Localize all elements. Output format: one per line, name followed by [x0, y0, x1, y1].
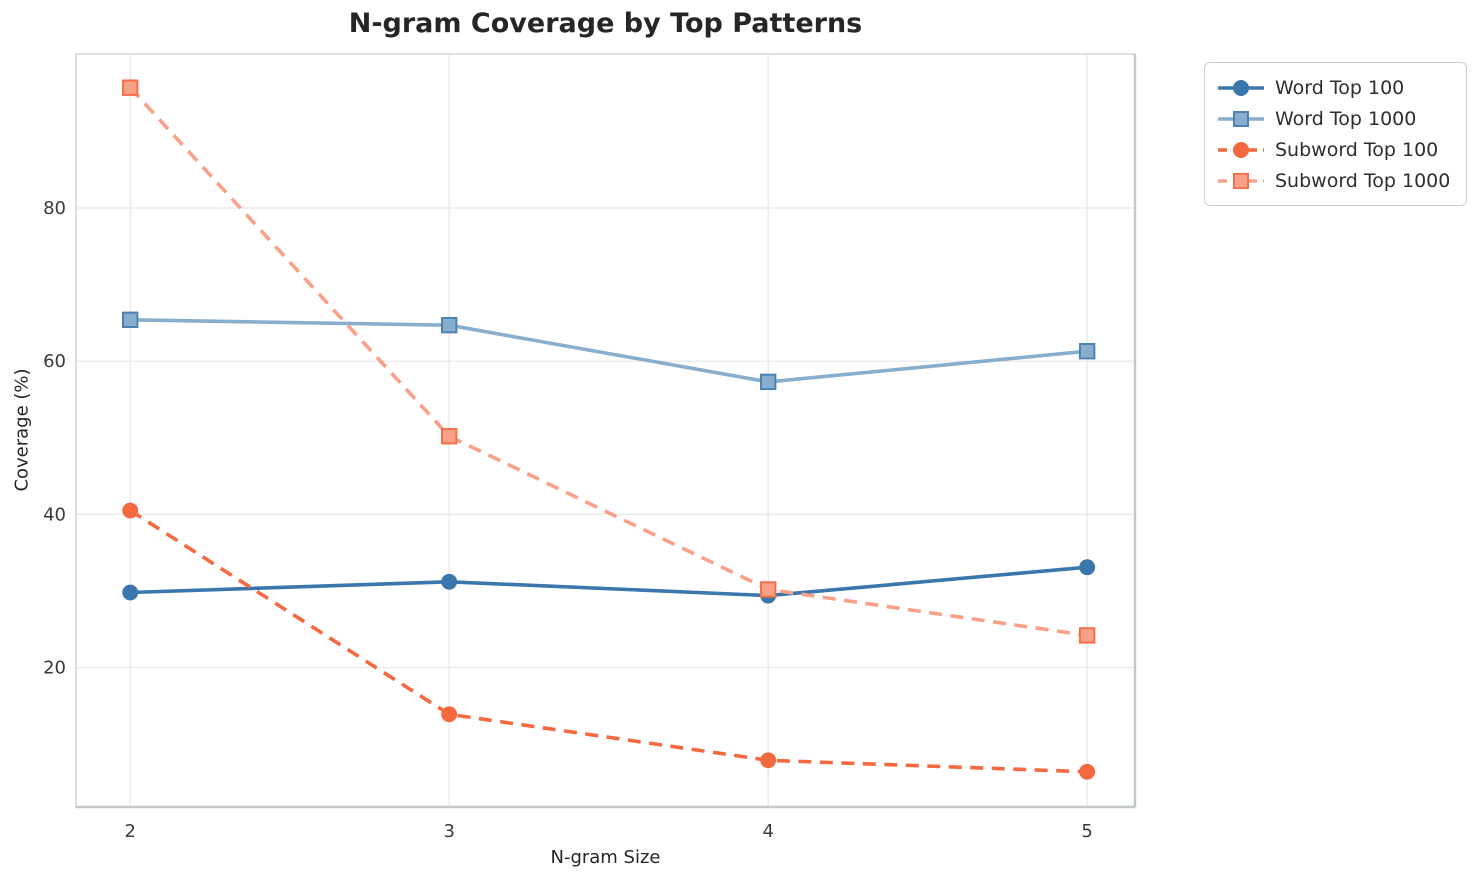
line-word-top-1000 — [130, 318, 1088, 384]
legend-marker-subword-top-100 — [1233, 141, 1249, 158]
x-tick-label-4: 4 — [762, 821, 773, 842]
legend-label-subword-top-1000: Subword Top 1000 — [1275, 169, 1451, 192]
y-tick-label-20: 20 — [43, 658, 66, 679]
legend-item-subword-top-1000: Subword Top 1000 — [1217, 166, 1450, 195]
legend-line-sample-subword-top-1000 — [1218, 172, 1264, 189]
y-tick-label-60: 60 — [43, 351, 66, 372]
marker-word-top-1000-x5 — [1078, 343, 1096, 360]
marker-word-top-100-x3 — [441, 573, 458, 590]
legend-item-word-top-100: Word Top 100 — [1217, 73, 1450, 102]
legend-marker-word-top-1000 — [1233, 110, 1249, 127]
chart-title: N-gram Coverage by Top Patterns — [348, 8, 863, 39]
marker-word-top-1000-x4 — [759, 373, 777, 391]
legend-item-subword-top-100: Subword Top 100 — [1217, 135, 1450, 164]
legend-line-sample-word-top-100 — [1218, 79, 1264, 96]
y-tick-label-80: 80 — [43, 198, 66, 219]
marker-subword-top-1000-x2 — [122, 79, 139, 96]
legend-marker-subword-top-1000 — [1233, 172, 1249, 189]
marker-word-top-1000-x2 — [122, 311, 139, 329]
x-tick-label-2: 2 — [124, 821, 135, 842]
y-tick-label-40: 40 — [43, 504, 66, 525]
x-tick-label-5: 5 — [1081, 821, 1092, 842]
line-subword-top-100 — [129, 508, 1088, 774]
line-subword-top-1000 — [128, 86, 1088, 638]
legend-label-word-top-100: Word Top 100 — [1275, 76, 1405, 99]
marker-subword-top-1000-x3 — [441, 428, 458, 445]
line-word-top-100 — [130, 565, 1088, 598]
marker-subword-top-100-x5 — [1079, 763, 1096, 780]
marker-word-top-100-x5 — [1079, 559, 1096, 576]
legend-line-sample-subword-top-100 — [1218, 141, 1264, 158]
x-tick-label-3: 3 — [443, 821, 454, 842]
x-axis-label: N-gram Size — [550, 847, 661, 868]
marker-word-top-100-x2 — [122, 584, 139, 601]
legend-label-word-top-1000: Word Top 1000 — [1275, 107, 1417, 130]
legend: Word Top 100 Word Top 1000 Subword Top 100… — [1204, 62, 1468, 206]
y-axis-label: Coverage (%) — [11, 368, 33, 492]
marker-subword-top-100-x3 — [441, 706, 458, 723]
legend-line-sample-word-top-1000 — [1218, 110, 1264, 127]
marker-subword-top-100-x2 — [122, 502, 139, 519]
legend-item-word-top-1000: Word Top 1000 — [1217, 104, 1450, 133]
axes-background — [76, 54, 1135, 807]
legend-marker-word-top-100 — [1233, 79, 1249, 96]
legend-label-subword-top-100: Subword Top 100 — [1275, 138, 1439, 161]
marker-subword-top-1000-x5 — [1078, 627, 1096, 644]
marker-word-top-1000-x3 — [441, 316, 458, 334]
marker-subword-top-1000-x4 — [759, 581, 777, 598]
marker-subword-top-100-x4 — [760, 752, 777, 769]
